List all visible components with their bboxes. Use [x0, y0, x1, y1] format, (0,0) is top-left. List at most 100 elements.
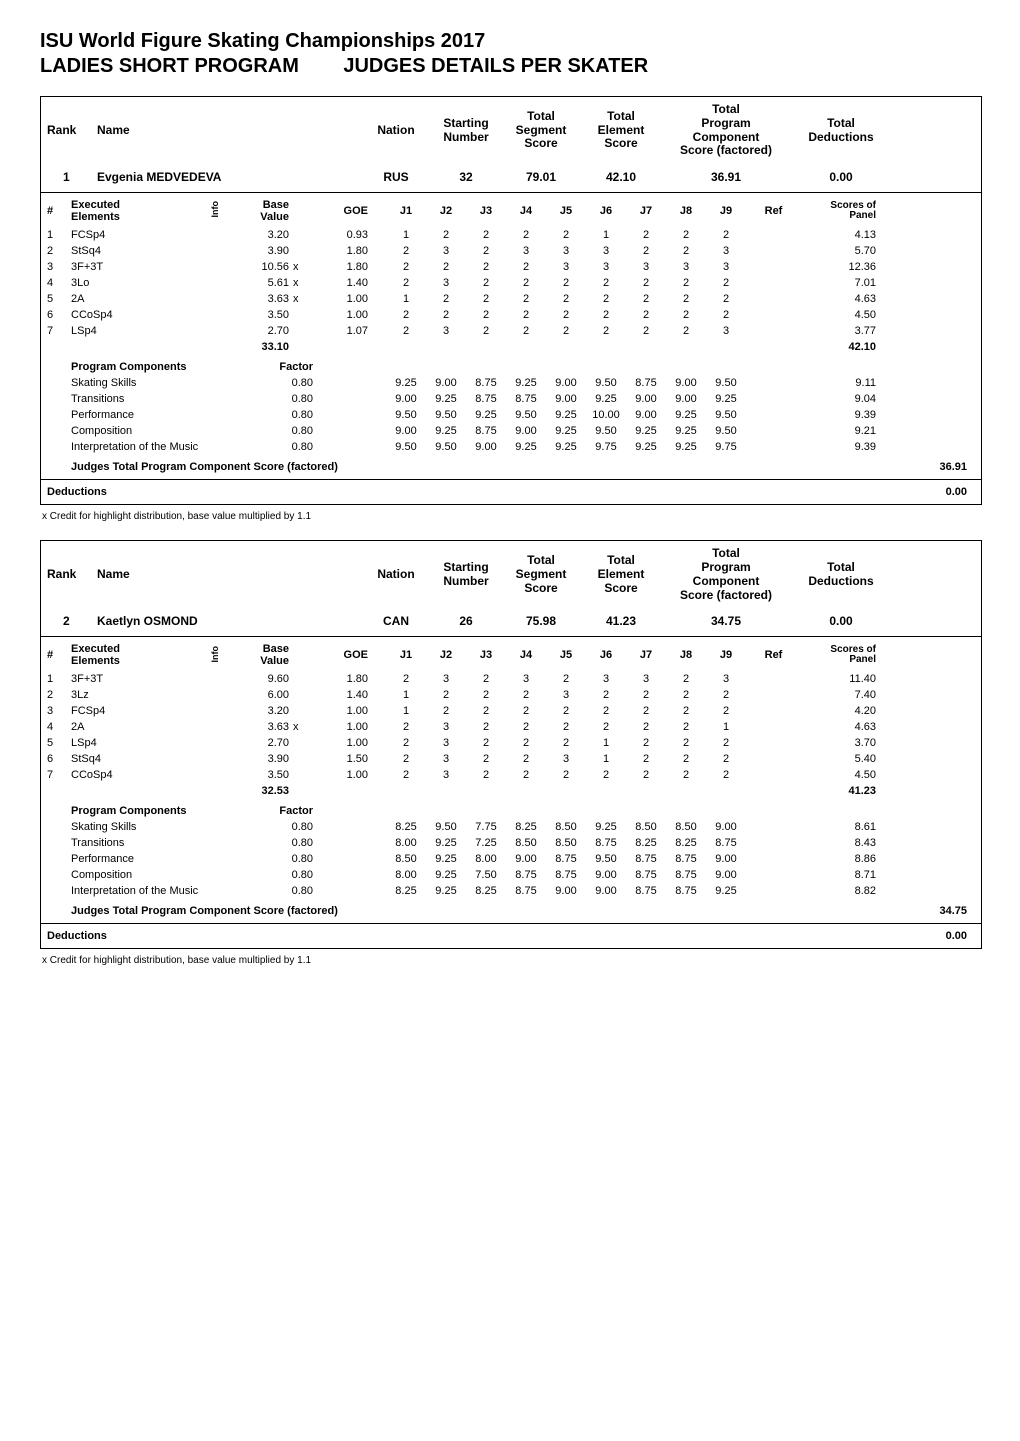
component-factor: 0.80	[253, 869, 313, 881]
judge-score: 2	[666, 705, 706, 717]
element-number: 1	[47, 673, 71, 685]
component-judge-score: 9.00	[666, 393, 706, 405]
component-judge-score: 8.75	[626, 869, 666, 881]
judge-score: 3	[546, 753, 586, 765]
judge-score: 2	[586, 705, 626, 717]
skater-block: Rank Name Nation StartingNumber TotalSeg…	[40, 96, 982, 505]
judges-total-row: Judges Total Program Component Score (fa…	[41, 899, 981, 923]
element-code: 3F+3T	[71, 673, 201, 685]
component-judge-score: 9.00	[426, 377, 466, 389]
judge-score: 2	[386, 737, 426, 749]
component-judge-score: 9.00	[386, 393, 426, 405]
element-number: 7	[47, 769, 71, 781]
skater-rank: 1	[41, 168, 91, 186]
component-judge-score: 8.25	[666, 837, 706, 849]
element-base: 5.61	[229, 277, 289, 289]
judge-score: 2	[626, 689, 666, 701]
judge-score: 2	[586, 293, 626, 305]
component-judge-score: 8.50	[546, 821, 586, 833]
component-judge-score: 9.50	[386, 441, 426, 453]
judge-score: 2	[466, 689, 506, 701]
skater-pcs-score: 36.91	[661, 168, 791, 186]
component-judge-score: 9.50	[706, 409, 746, 421]
element-base: 2.70	[229, 737, 289, 749]
element-panel-score: 4.50	[801, 769, 884, 781]
judge-score: 3	[586, 261, 626, 273]
judge-score: 2	[386, 769, 426, 781]
component-judge-score: 8.75	[546, 853, 586, 865]
component-judge-score: 7.25	[466, 837, 506, 849]
component-name: Transitions	[71, 837, 253, 849]
judge-score: 2	[546, 277, 586, 289]
element-x-credit: x	[289, 293, 313, 305]
component-judge-score: 9.50	[386, 409, 426, 421]
element-number: 1	[47, 229, 71, 241]
element-goe: 1.00	[313, 737, 368, 749]
component-judge-score: 8.50	[666, 821, 706, 833]
hdr-segment-label: TotalSegmentScore	[507, 110, 575, 151]
page-title-line2: LADIES SHORT PROGRAM JUDGES DETAILS PER …	[40, 55, 980, 78]
panel-score-total: 42.10	[801, 341, 884, 353]
element-number: 5	[47, 293, 71, 305]
judge-score: 2	[426, 309, 466, 321]
element-base: 3.90	[229, 245, 289, 257]
program-components-header: Program Components Factor	[41, 803, 981, 819]
component-score: 9.39	[801, 409, 884, 421]
component-judge-score: 9.75	[706, 441, 746, 453]
skater-deductions: 0.00	[791, 168, 891, 186]
judge-score: 2	[386, 753, 426, 765]
judge-score: 2	[666, 737, 706, 749]
judge-score: 2	[706, 229, 746, 241]
base-value-total: 33.10	[229, 341, 289, 353]
component-judge-score: 9.25	[386, 377, 426, 389]
element-row: 7 CCoSp4 3.50 1.00 232222222 4.50	[41, 767, 981, 783]
judge-score: 2	[626, 277, 666, 289]
component-name: Transitions	[71, 393, 253, 405]
component-judge-score: 8.75	[626, 853, 666, 865]
component-judge-score: 8.75	[666, 869, 706, 881]
hdr-name-label: Name	[97, 568, 355, 582]
component-judge-score: 9.50	[506, 409, 546, 421]
skater-summary-row: 1 Evgenia MEDVEDEVA RUS 32 79.01 42.10 3…	[41, 164, 981, 192]
col-number-header: #	[47, 205, 71, 217]
skater-block: Rank Name Nation StartingNumber TotalSeg…	[40, 540, 982, 949]
component-score: 8.86	[801, 853, 884, 865]
judge-score: 2	[386, 309, 426, 321]
judge-score: 3	[666, 261, 706, 273]
judge-score: 2	[626, 737, 666, 749]
col-ref-header: Ref	[746, 205, 801, 217]
hdr-nation-label: Nation	[367, 124, 425, 138]
element-goe: 1.80	[313, 245, 368, 257]
element-row: 1 3F+3T 9.60 1.80 232323323 11.40	[41, 671, 981, 687]
judge-score: 2	[666, 309, 706, 321]
skater-name: Evgenia MEDVEDEVA	[91, 168, 361, 186]
judge-score: 3	[506, 673, 546, 685]
component-factor: 0.80	[253, 409, 313, 421]
judge-score: 2	[466, 277, 506, 289]
judge-col-header: J5	[546, 649, 586, 661]
judge-score: 2	[546, 673, 586, 685]
component-judge-score: 8.75	[506, 869, 546, 881]
judge-score: 2	[586, 277, 626, 289]
component-judge-score: 8.75	[706, 837, 746, 849]
component-factor: 0.80	[253, 853, 313, 865]
judge-score: 2	[546, 293, 586, 305]
judge-score: 1	[386, 705, 426, 717]
skater-rank: 2	[41, 612, 91, 630]
element-base: 2.70	[229, 325, 289, 337]
component-name: Performance	[71, 409, 253, 421]
element-row: 2 StSq4 3.90 1.80 232333223 5.70	[41, 243, 981, 259]
judge-score: 2	[706, 293, 746, 305]
component-judge-score: 8.75	[546, 869, 586, 881]
element-code: 3Lz	[71, 689, 201, 701]
judge-score: 3	[546, 245, 586, 257]
judge-score: 2	[506, 705, 546, 717]
judge-score: 2	[586, 689, 626, 701]
judge-score: 1	[586, 229, 626, 241]
component-judge-score: 9.25	[426, 853, 466, 865]
element-row: 5 2A 3.63 x 1.00 122222222 4.63	[41, 291, 981, 307]
element-number: 4	[47, 721, 71, 733]
element-panel-score: 3.70	[801, 737, 884, 749]
component-judge-score: 8.25	[386, 821, 426, 833]
col-goe-header: GOE	[313, 205, 368, 217]
